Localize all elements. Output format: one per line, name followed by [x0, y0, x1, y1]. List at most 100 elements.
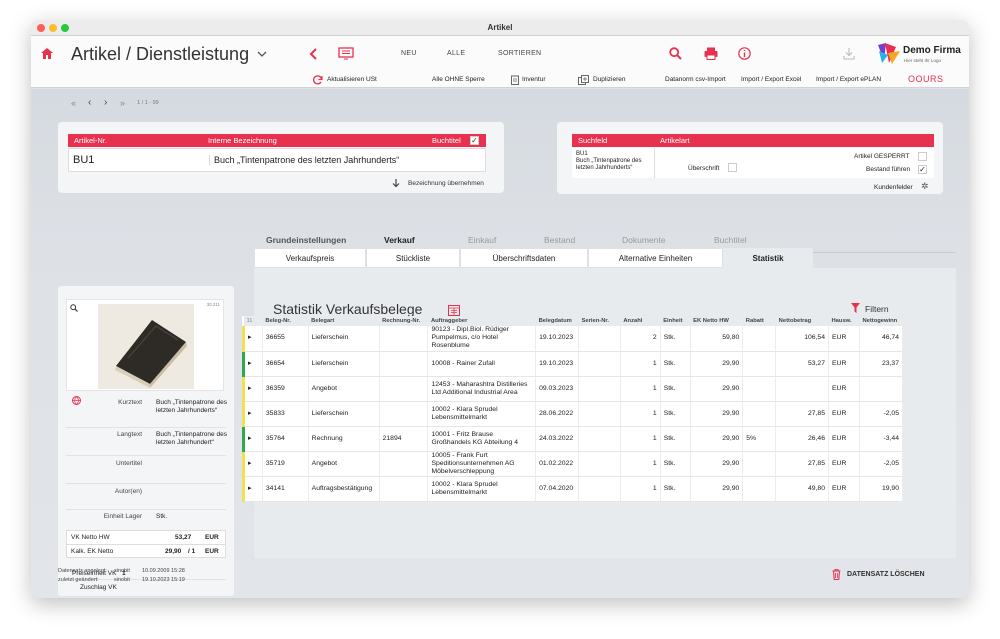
- subtab-4[interactable]: Statistik: [723, 248, 813, 268]
- download-icon[interactable]: [843, 47, 855, 60]
- cell-datum: 09.03.2023: [535, 376, 580, 402]
- cell-datum: 28.06.2022: [535, 401, 580, 427]
- duplicate-button[interactable]: Duplizieren: [593, 76, 626, 83]
- info-icon[interactable]: [738, 47, 751, 60]
- table-row[interactable]: ▸ 36359 Angebot 12453 - Maharashtra Distill…: [242, 376, 904, 402]
- company-tagline: Hier steht Ihr Logo: [904, 58, 942, 63]
- col-belegdatum[interactable]: Belegdatum: [535, 316, 579, 326]
- table-row[interactable]: ▸ 35764 Rechnung 21894 10001 - Fritz Brause …: [242, 426, 904, 452]
- print-icon[interactable]: [704, 47, 718, 60]
- sort-button[interactable]: SORTIEREN: [498, 50, 542, 57]
- col-nettogewinn[interactable]: Nettogewinn: [859, 316, 903, 326]
- table-row[interactable]: ▸ 36655 Lieferschein 90123 - Dipl.Biol. Rüd…: [242, 326, 904, 352]
- ek-divisor: / 1: [188, 548, 196, 555]
- row-expand-cell[interactable]: ▸: [242, 326, 263, 352]
- home-icon[interactable]: [41, 48, 53, 59]
- customer-fields-label[interactable]: Kundenfelder: [874, 184, 913, 191]
- long-text-field[interactable]: Buch „Tintenpatrone des letzten Jahrhund…: [156, 431, 227, 446]
- prev-page-icon[interactable]: ‹: [88, 97, 92, 108]
- globe-icon[interactable]: [72, 396, 81, 405]
- next-page-icon[interactable]: ›: [104, 97, 108, 108]
- col-hausw[interactable]: Hausw.: [828, 316, 860, 326]
- subtab-0[interactable]: Verkaufspreis: [254, 248, 366, 268]
- subtitle-row: Untertitel: [66, 455, 226, 483]
- col-auftraggeber[interactable]: Auftraggeber: [427, 316, 536, 326]
- article-desc-field[interactable]: Buch „Tintenpatrone des letzten Jahrhund…: [209, 155, 399, 165]
- col-einheit[interactable]: Einheit: [660, 316, 691, 326]
- filter-icon[interactable]: [851, 303, 860, 313]
- vk-net-value[interactable]: 53,27: [175, 534, 192, 541]
- cell-netto: 27,85: [775, 451, 829, 477]
- eplan-import-export-button[interactable]: Import / Export ePLAN: [816, 76, 882, 83]
- heading-label: Überschrift: [688, 165, 720, 172]
- stock-unit-field[interactable]: Stk.: [156, 513, 168, 520]
- chevron-down-icon[interactable]: [257, 51, 267, 58]
- close-window-button[interactable]: [37, 24, 45, 32]
- ek-net-value[interactable]: 29,90: [165, 548, 182, 555]
- stock-label: Bestand führen: [866, 166, 911, 173]
- search-icon[interactable]: [669, 47, 682, 60]
- table-row[interactable]: ▸ 36654 Lieferschein 10008 - Rainer Zufall 1…: [242, 351, 904, 377]
- tab-dokumente[interactable]: Dokumente: [622, 235, 666, 245]
- table-row[interactable]: ▸ 35833 Lieferschein 10002 - Klara Sprudel …: [242, 401, 904, 427]
- row-expand-cell[interactable]: ▸: [242, 376, 263, 402]
- col-ek-netto[interactable]: EK Netto HW: [690, 316, 743, 326]
- trash-icon[interactable]: [832, 569, 841, 580]
- row-expand-cell[interactable]: ▸: [242, 401, 263, 427]
- new-button[interactable]: NEU: [401, 50, 417, 57]
- stock-checkbox[interactable]: ✓: [918, 165, 927, 174]
- tab-grundeinstellungen[interactable]: Grundeinstellungen: [266, 235, 347, 245]
- zoom-icon[interactable]: [70, 304, 78, 312]
- cell-einh: Stk.: [660, 326, 691, 352]
- buchtitel-checkbox[interactable]: ✓: [470, 136, 479, 145]
- heading-checkbox[interactable]: [728, 163, 737, 172]
- gear-icon[interactable]: ✲: [921, 181, 929, 191]
- col-rabatt[interactable]: Rabatt: [742, 316, 776, 326]
- inventory-button[interactable]: Inventur: [522, 76, 546, 83]
- tab-bestand[interactable]: Bestand: [544, 235, 576, 245]
- delete-record-button[interactable]: DATENSATZ LÖSCHEN: [847, 571, 925, 578]
- tab-buchtitel[interactable]: Buchtitel: [714, 235, 747, 245]
- locked-checkbox[interactable]: [918, 152, 927, 161]
- datanorm-import-button[interactable]: Datanorm csv-Import: [665, 76, 726, 83]
- all-unlocked-button[interactable]: Alle OHNE Sperre: [432, 76, 485, 83]
- cell-gewinn: -2,05: [859, 451, 904, 477]
- calendar-icon[interactable]: [448, 304, 460, 316]
- excel-import-export-button[interactable]: Import / Export Excel: [741, 76, 802, 83]
- cell-hw: EUR: [828, 351, 860, 377]
- filter-button[interactable]: Filtern: [865, 304, 889, 314]
- tab-einkauf[interactable]: Einkauf: [468, 235, 497, 245]
- subtab-1[interactable]: Stückliste: [366, 248, 460, 268]
- col-anzahl[interactable]: Anzahl: [620, 316, 661, 326]
- tab-verkauf[interactable]: Verkauf: [384, 235, 415, 245]
- col-nettobetrag[interactable]: Nettobetrag: [775, 316, 829, 326]
- article-type-header: Artikelart: [660, 136, 690, 145]
- row-expand-cell[interactable]: ▸: [242, 351, 263, 377]
- back-icon[interactable]: [309, 48, 317, 60]
- monitor-icon[interactable]: [338, 47, 354, 60]
- cell-hw: EUR: [828, 476, 860, 502]
- search-field-value[interactable]: BU1 Buch „Tintenpatrone des letzten Jahr…: [576, 151, 642, 171]
- row-expand-cell[interactable]: ▸: [242, 476, 263, 502]
- all-button[interactable]: ALLE: [447, 50, 466, 57]
- row-expand-cell[interactable]: ▸: [242, 426, 263, 452]
- price-unit-value[interactable]: 1: [122, 570, 126, 577]
- last-page-icon[interactable]: »: [120, 98, 126, 108]
- table-row[interactable]: ▸ 35719 Angebot 10005 - Frank Furt Speditio…: [242, 451, 904, 477]
- first-page-icon[interactable]: «: [71, 98, 77, 108]
- table-row[interactable]: ▸ 34141 Auftragsbestätigung 10002 - Klara S…: [242, 476, 904, 502]
- subtab-2[interactable]: Überschriftsdaten: [460, 248, 588, 268]
- col-rechnung-nr[interactable]: Rechnung-Nr.: [379, 316, 428, 326]
- subtab-3[interactable]: Alternative Einheiten: [588, 248, 723, 268]
- article-nr-field[interactable]: BU1: [73, 154, 95, 166]
- col-belegart[interactable]: Belegart: [308, 316, 380, 326]
- col-serien-nr[interactable]: Serien-Nr.: [578, 316, 621, 326]
- minimize-window-button[interactable]: [49, 24, 57, 32]
- cell-gewinn: -2,05: [859, 401, 904, 427]
- zoom-window-button[interactable]: [61, 24, 69, 32]
- short-text-field[interactable]: Buch „Tintenpatrone des letzten Jahrhund…: [156, 399, 227, 414]
- update-vat-button[interactable]: Aktualisieren USt: [327, 76, 377, 83]
- apply-description-button[interactable]: Bezeichnung übernehmen: [408, 180, 484, 187]
- col-beleg-nr[interactable]: Beleg-Nr.: [262, 316, 309, 326]
- row-expand-cell[interactable]: ▸: [242, 451, 263, 477]
